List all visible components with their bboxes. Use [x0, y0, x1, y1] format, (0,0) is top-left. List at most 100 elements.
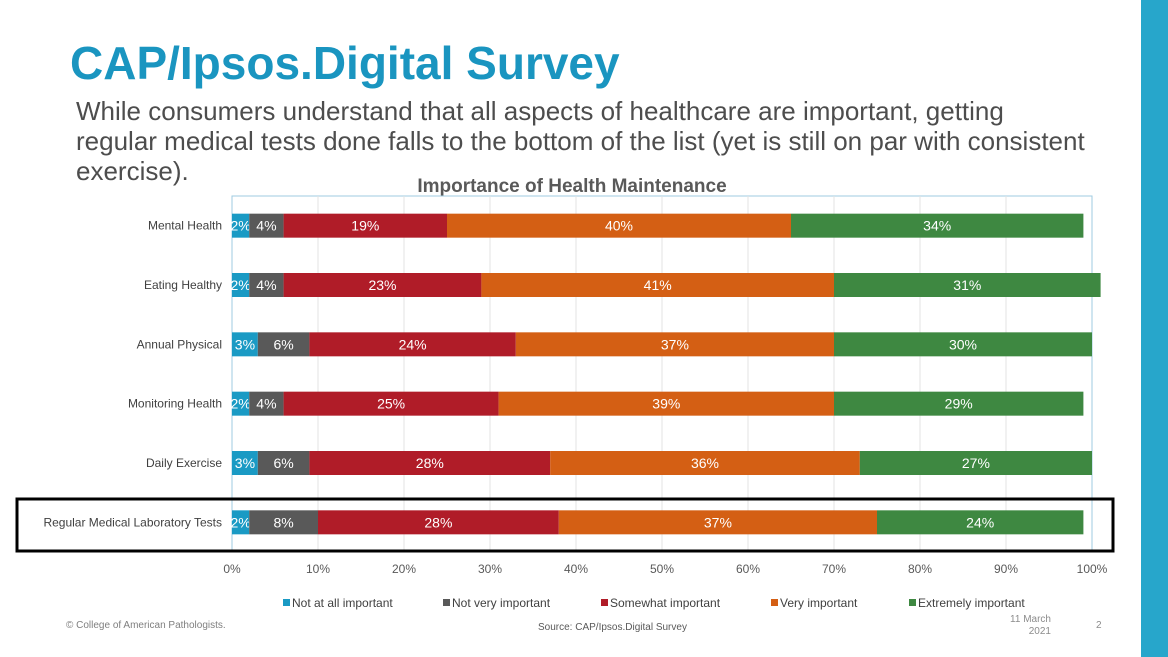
data-label: 2%	[230, 514, 250, 530]
gridlines	[317, 196, 1007, 552]
data-label: 4%	[256, 218, 276, 234]
data-label: 23%	[368, 277, 396, 293]
legend-item: Extremely important	[909, 596, 1025, 610]
category-label: Daily Exercise	[146, 456, 222, 470]
legend-item: Very important	[771, 596, 858, 610]
bar-segment	[249, 391, 284, 416]
x-tick-label: 100%	[1077, 562, 1108, 576]
x-tick-label: 10%	[306, 562, 330, 576]
bar-segment	[481, 273, 834, 297]
bar-segment	[791, 213, 1084, 238]
bar-segment	[249, 273, 284, 297]
legend-swatch	[909, 599, 916, 606]
data-label: 41%	[644, 277, 672, 293]
category-label: Annual Physical	[137, 337, 222, 351]
bar-segment	[249, 213, 284, 238]
bar-segment	[558, 510, 877, 535]
x-tick-label: 0%	[223, 562, 241, 576]
bars: 2% 4% 19% 40% 34% 2% 4% 23% 41% 31% 3% 6% 24% 37% 30% 2…	[230, 213, 1101, 535]
data-label: 29%	[945, 396, 973, 412]
data-label: 36%	[691, 455, 719, 471]
data-label: 34%	[923, 218, 951, 234]
data-label: 24%	[399, 336, 427, 352]
data-label: 3%	[235, 455, 255, 471]
bar-segment	[859, 451, 1092, 475]
bar-segment	[257, 332, 310, 357]
data-label: 30%	[949, 336, 977, 352]
bar-segment	[309, 451, 551, 475]
x-tick-label: 40%	[564, 562, 588, 576]
highlight-box	[15, 497, 1115, 553]
slide-title: CAP/Ipsos.Digital Survey	[70, 37, 620, 89]
bar-segment	[309, 332, 516, 357]
bar-segment	[283, 391, 499, 416]
legend-swatch	[771, 599, 778, 606]
x-tick-label: 20%	[392, 562, 416, 576]
data-label: 4%	[256, 277, 276, 293]
bar-segment	[232, 273, 250, 297]
data-label: 37%	[661, 336, 689, 352]
x-tick-label: 50%	[650, 562, 674, 576]
x-axis-tick-labels: 0% 10% 20% 30% 40% 50% 60% 70% 80% 90% 100%	[223, 562, 1107, 576]
x-tick-label: 60%	[736, 562, 760, 576]
data-label: 31%	[953, 277, 981, 293]
legend-item: Not very important	[443, 596, 551, 610]
data-label: 24%	[966, 514, 994, 530]
bar-segment	[515, 332, 834, 357]
bar-segment	[232, 391, 250, 416]
category-labels: Mental Health Eating Healthy Annual Physic…	[43, 219, 222, 530]
bar-segment	[283, 213, 447, 238]
bar-segment	[257, 451, 310, 475]
data-label: 19%	[351, 218, 379, 234]
category-label: Eating Healthy	[144, 278, 222, 292]
page-number: 2	[1096, 620, 1102, 631]
data-label: 3%	[235, 336, 255, 352]
legend-item: Somewhat important	[601, 596, 721, 610]
data-label: 2%	[230, 396, 250, 412]
bar-segment	[232, 332, 258, 357]
bar-segment	[498, 391, 834, 416]
legend: Not at all important Not very important So…	[283, 596, 1025, 610]
data-label: 6%	[273, 336, 293, 352]
data-label: 8%	[273, 514, 293, 530]
bar-segment	[283, 273, 482, 297]
legend-item: Not at all important	[283, 596, 393, 610]
data-label: 40%	[605, 218, 633, 234]
category-label: Regular Medical Laboratory Tests	[43, 515, 222, 529]
date-line-2: 2021	[1028, 626, 1051, 637]
legend-label: Somewhat important	[610, 596, 721, 610]
legend-label: Very important	[780, 596, 858, 610]
category-label: Mental Health	[148, 219, 222, 233]
legend-label: Not very important	[452, 596, 551, 610]
bar-segment	[834, 391, 1084, 416]
legend-swatch	[601, 599, 608, 606]
data-label: 6%	[273, 455, 293, 471]
data-label: 28%	[424, 514, 452, 530]
date-line-1: 11 March	[1010, 614, 1051, 625]
bar-segment	[550, 451, 860, 475]
x-tick-label: 80%	[908, 562, 932, 576]
data-label: 27%	[962, 455, 990, 471]
bar-segment	[232, 213, 250, 238]
x-tick-label: 30%	[478, 562, 502, 576]
data-label: 2%	[230, 277, 250, 293]
data-label: 4%	[256, 396, 276, 412]
bar-segment	[232, 451, 258, 475]
data-label: 2%	[230, 218, 250, 234]
bar-segment	[877, 510, 1084, 535]
bar-segment	[249, 510, 318, 535]
legend-swatch	[443, 599, 450, 606]
chart-title: Importance of Health Maintenance	[417, 176, 726, 197]
bar-segment	[232, 510, 250, 535]
legend-swatch	[283, 599, 290, 606]
side-accent-band	[1141, 0, 1168, 657]
bar-segment	[834, 332, 1092, 357]
source-note: Source: CAP/Ipsos.Digital Survey	[538, 622, 687, 633]
slide-subtitle: While consumers understand that all aspe…	[76, 96, 1085, 186]
data-label: 37%	[704, 514, 732, 530]
data-label: 25%	[377, 396, 405, 412]
bar-segment	[834, 273, 1101, 297]
bar-segment	[447, 213, 791, 238]
legend-label: Extremely important	[918, 596, 1025, 610]
